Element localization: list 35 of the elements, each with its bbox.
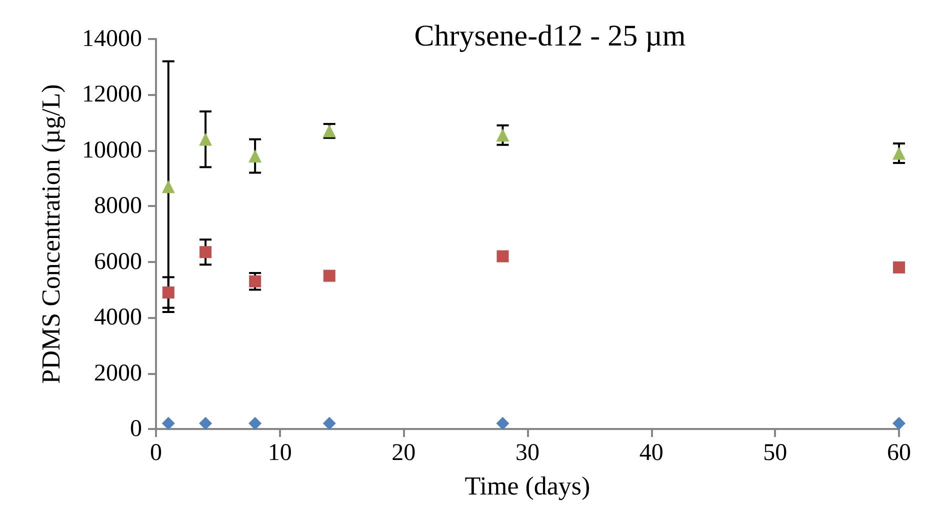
chart-title: Chrysene-d12 - 25 µm	[414, 20, 686, 52]
point	[200, 246, 212, 258]
y-axis-title: PDMS Concentration (µg/L)	[36, 84, 66, 384]
point	[496, 128, 510, 142]
x-tick-label: 10	[268, 440, 292, 466]
point	[248, 150, 262, 162]
y-tick-label: 0	[130, 416, 142, 442]
point	[162, 286, 174, 298]
x-tick-label: 0	[150, 440, 162, 466]
point	[892, 416, 906, 430]
point	[322, 416, 336, 430]
y-tick-label: 4000	[94, 304, 142, 331]
point	[199, 416, 212, 430]
y-tick-label: 14000	[82, 26, 142, 52]
point	[496, 416, 510, 430]
x-axis-title: Time (days)	[464, 472, 590, 500]
point	[892, 146, 906, 160]
y-tick-label: 6000	[94, 248, 142, 275]
x-tick-label: 60	[887, 440, 911, 466]
point	[162, 416, 175, 430]
y-tick-label: 2000	[94, 360, 142, 386]
x-tick-label: 30	[516, 440, 540, 466]
y-tick-label: 12000	[82, 82, 142, 108]
point	[893, 261, 905, 274]
point	[248, 416, 262, 430]
x-tick-label: 20	[392, 440, 416, 466]
point	[496, 250, 509, 262]
x-tick-label: 50	[763, 440, 788, 466]
x-tick-label: 40	[639, 440, 664, 466]
point	[162, 180, 175, 194]
y-tick-label: 8000	[94, 193, 142, 220]
point	[199, 132, 212, 146]
point	[249, 275, 262, 288]
point	[323, 270, 336, 282]
y-tick-label: 10000	[82, 137, 142, 164]
